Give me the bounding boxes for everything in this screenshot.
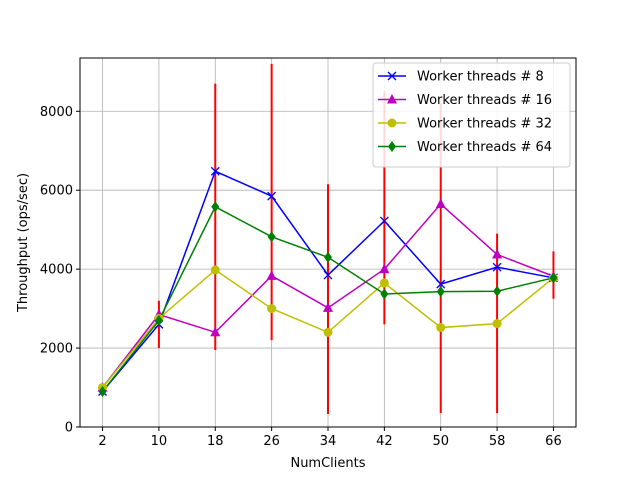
diamond-marker <box>211 201 220 213</box>
x-marker <box>387 71 397 81</box>
legend-entry: Worker threads # 32 <box>378 117 552 132</box>
legend-label: Worker threads # 8 <box>417 70 544 85</box>
x-marker <box>379 216 389 226</box>
x-tick-label: 10 <box>151 434 168 449</box>
diamond-marker <box>380 288 389 300</box>
triangle-marker <box>492 249 503 259</box>
y-tick-label: 4000 <box>40 263 73 278</box>
x-axis-label: NumClients <box>290 456 365 471</box>
legend-label: Worker threads # 64 <box>417 140 552 155</box>
circle-marker <box>492 319 502 329</box>
legend-entry: Worker threads # 16 <box>378 93 552 108</box>
legend-entry: Worker threads # 8 <box>378 70 544 85</box>
diamond-marker <box>493 285 502 297</box>
triangle-marker <box>435 198 446 209</box>
x-marker <box>436 279 446 289</box>
series-marker-group <box>98 201 558 397</box>
x-tick-label: 26 <box>263 434 280 449</box>
triangle-marker <box>379 263 390 274</box>
series-markers <box>97 166 559 397</box>
x-tick-label: 66 <box>545 434 562 449</box>
x-tick-label: 34 <box>320 434 337 449</box>
x-tick-label: 50 <box>432 434 449 449</box>
x-tick-label: 42 <box>376 434 393 449</box>
y-tick-label: 6000 <box>40 184 73 199</box>
triangle-marker <box>266 270 277 280</box>
y-axis-ticks: 0 2000 4000 6000 8000 <box>40 105 80 436</box>
circle-marker <box>436 323 446 333</box>
diamond-marker <box>98 385 107 397</box>
legend: Worker threads # 8 Worker threads # 16 Wor… <box>372 62 571 168</box>
diamond-marker <box>436 286 445 298</box>
diamond-marker <box>549 272 558 284</box>
circle-marker <box>387 118 397 128</box>
y-tick-label: 2000 <box>40 342 73 357</box>
circle-marker <box>323 327 333 337</box>
triangle-marker <box>210 326 221 337</box>
triangle-marker <box>323 302 333 312</box>
diamond-marker <box>324 251 332 263</box>
x-marker <box>210 166 220 176</box>
diamond-marker <box>267 231 276 243</box>
x-tick-label: 18 <box>207 434 224 449</box>
legend-label: Worker threads # 16 <box>417 93 552 108</box>
legend-entry: Worker threads # 64 <box>378 140 552 155</box>
x-tick-label: 2 <box>98 434 106 449</box>
circle-marker <box>267 304 277 314</box>
x-marker <box>492 262 502 272</box>
circle-marker <box>210 265 220 275</box>
legend-box <box>372 62 571 168</box>
x-axis-ticks: 2 10 18 26 34 42 50 58 66 <box>98 427 562 449</box>
triangle-marker <box>387 94 397 104</box>
diamond-marker <box>388 141 396 152</box>
x-marker <box>267 191 277 201</box>
x-tick-label: 58 <box>489 434 506 449</box>
circle-marker <box>379 278 389 288</box>
y-tick-label: 0 <box>65 421 73 436</box>
y-axis-label: Throughput (ops/sec) <box>16 173 31 313</box>
diamond-marker <box>154 314 163 326</box>
y-tick-label: 8000 <box>40 105 73 120</box>
legend-label: Worker threads # 32 <box>417 117 552 132</box>
x-marker <box>323 270 333 280</box>
